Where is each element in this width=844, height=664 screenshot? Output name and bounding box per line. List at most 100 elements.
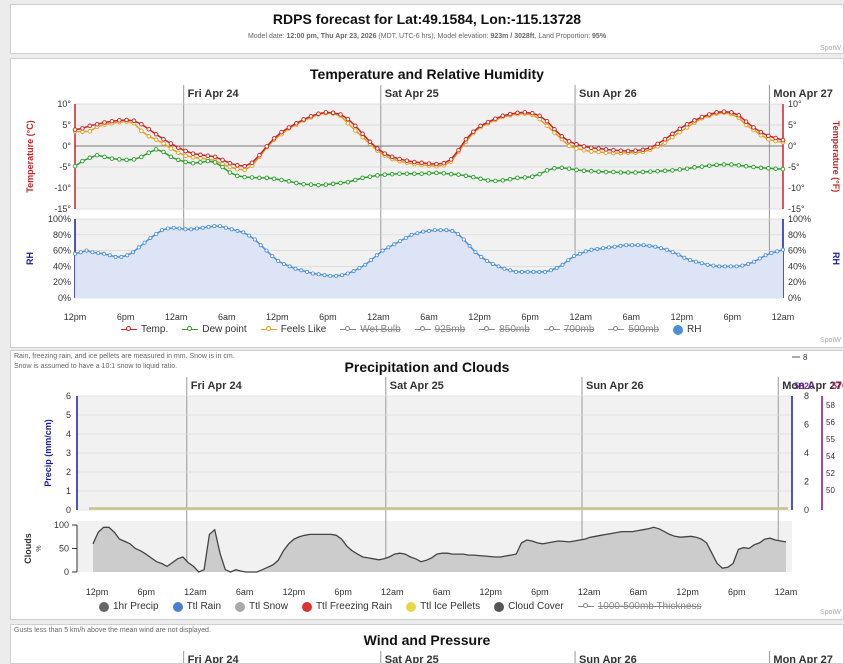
dew-point-point bbox=[751, 164, 756, 170]
rh-point bbox=[711, 263, 716, 268]
temp-point bbox=[257, 152, 262, 158]
hour-label: 12pm bbox=[676, 587, 699, 597]
rh-point bbox=[473, 250, 478, 255]
rh-point bbox=[102, 251, 107, 256]
temp-point bbox=[271, 136, 277, 141]
hour-label: 6am bbox=[218, 312, 236, 322]
day-label: Sun Apr 26 bbox=[579, 654, 637, 664]
hour-label: 12am bbox=[772, 312, 795, 322]
rh-point bbox=[73, 251, 78, 256]
rh-point bbox=[96, 250, 101, 255]
rh-tick-left: 40% bbox=[53, 261, 71, 271]
legend-item[interactable]: 1hr Precip bbox=[99, 601, 159, 612]
dew-point-point bbox=[397, 171, 402, 176]
temp-point bbox=[308, 113, 314, 119]
legend-item[interactable]: Wet Bulb bbox=[340, 324, 401, 335]
temp-point bbox=[633, 148, 638, 153]
precip-tick-left: 0 bbox=[66, 505, 71, 515]
rh-point bbox=[502, 266, 507, 271]
dew-point-point bbox=[330, 181, 336, 187]
legend-item[interactable]: 925mb bbox=[414, 324, 466, 335]
legend-item[interactable]: 700mb bbox=[543, 324, 594, 335]
temp-point bbox=[537, 113, 542, 119]
rh-point bbox=[548, 268, 553, 273]
rh-point bbox=[165, 226, 170, 231]
dew-point-point bbox=[684, 166, 690, 171]
temp-tick-left: 5° bbox=[62, 120, 71, 130]
precip-tick-left: 5 bbox=[66, 410, 71, 420]
rh-point bbox=[119, 254, 124, 259]
legend-item[interactable]: 500mb bbox=[608, 324, 659, 335]
legend-item[interactable]: Ttl Ice Pellets bbox=[406, 601, 480, 612]
dew-point-point bbox=[662, 168, 668, 174]
dew-point-point bbox=[286, 179, 292, 184]
rh-point bbox=[647, 243, 652, 248]
hour-label: 12am bbox=[184, 587, 207, 597]
temp-point bbox=[684, 121, 690, 127]
rh-point bbox=[595, 246, 600, 251]
legend-item[interactable]: Ttl Freezing Rain bbox=[301, 601, 392, 612]
rh-point bbox=[554, 265, 559, 270]
legend-line-icon bbox=[577, 602, 594, 611]
rh-point bbox=[403, 235, 408, 240]
dew-point-point bbox=[94, 152, 100, 158]
legend-label: Ttl Rain bbox=[186, 601, 222, 612]
dew-point-point bbox=[670, 168, 675, 173]
dew-point-point bbox=[301, 181, 306, 187]
dew-point-point bbox=[707, 163, 712, 168]
rh-point bbox=[496, 264, 501, 269]
rh-point bbox=[386, 245, 391, 250]
hour-label: 6pm bbox=[728, 587, 746, 597]
dew-point-point bbox=[743, 163, 749, 169]
feels-like-point bbox=[544, 123, 550, 129]
legend-item[interactable]: 850mb bbox=[479, 324, 530, 335]
feels-like-point bbox=[566, 143, 572, 149]
legend-label: Cloud Cover bbox=[508, 601, 564, 612]
temp-point bbox=[751, 125, 756, 130]
rh-point bbox=[148, 235, 153, 240]
legend-label: 925mb bbox=[434, 324, 466, 335]
dew-point-point bbox=[603, 169, 609, 175]
rh-point bbox=[328, 273, 333, 278]
dew-point-point bbox=[131, 157, 137, 162]
dew-point-point bbox=[574, 167, 579, 173]
temp-tick-right: -15° bbox=[788, 204, 805, 214]
temp-point bbox=[670, 131, 675, 137]
rh-tick-left: 0% bbox=[58, 293, 71, 303]
dew-point-point bbox=[183, 159, 188, 165]
legend-item[interactable]: 1000-500mb Thickness bbox=[577, 601, 701, 612]
temp-point bbox=[441, 160, 447, 166]
wind-note: Gusts less than 5 km/h above the mean wi… bbox=[14, 627, 211, 634]
dew-point-point bbox=[316, 182, 321, 188]
hour-label: 12am bbox=[775, 587, 798, 597]
feels-like-point bbox=[146, 134, 152, 139]
dew-point-point bbox=[736, 163, 742, 168]
temp-point bbox=[522, 110, 528, 115]
legend-item[interactable]: Dew point bbox=[182, 324, 247, 335]
legend-item[interactable]: Temp. bbox=[121, 324, 168, 335]
rh-point bbox=[781, 247, 786, 252]
legend-item[interactable]: Feels Like bbox=[260, 324, 326, 335]
legend-label: Temp. bbox=[141, 324, 169, 335]
precip-panel-title: Precipitation and Clouds bbox=[344, 359, 510, 375]
day-label: Sat Apr 25 bbox=[385, 654, 439, 664]
rh-point bbox=[630, 243, 635, 248]
legend-line-icon bbox=[543, 325, 560, 334]
legend-line-icon bbox=[414, 325, 431, 334]
dew-point-point bbox=[456, 172, 461, 177]
legend-item[interactable]: Ttl Rain bbox=[172, 601, 222, 612]
hour-label: 12am bbox=[367, 312, 390, 322]
temp-point bbox=[552, 126, 557, 132]
legend-item[interactable]: Cloud Cover bbox=[494, 601, 564, 612]
rh-point bbox=[218, 224, 223, 229]
rh-point bbox=[334, 273, 339, 278]
temp-point bbox=[146, 126, 152, 132]
legend-line-icon bbox=[121, 325, 137, 334]
temp-point bbox=[559, 134, 565, 139]
legend-item[interactable]: Ttl Snow bbox=[235, 601, 288, 612]
temp-point bbox=[419, 160, 424, 166]
rh-point bbox=[775, 249, 780, 254]
temp-point bbox=[448, 157, 454, 162]
rh-tick-right: 40% bbox=[788, 261, 806, 271]
legend-item[interactable]: RH bbox=[672, 324, 701, 335]
